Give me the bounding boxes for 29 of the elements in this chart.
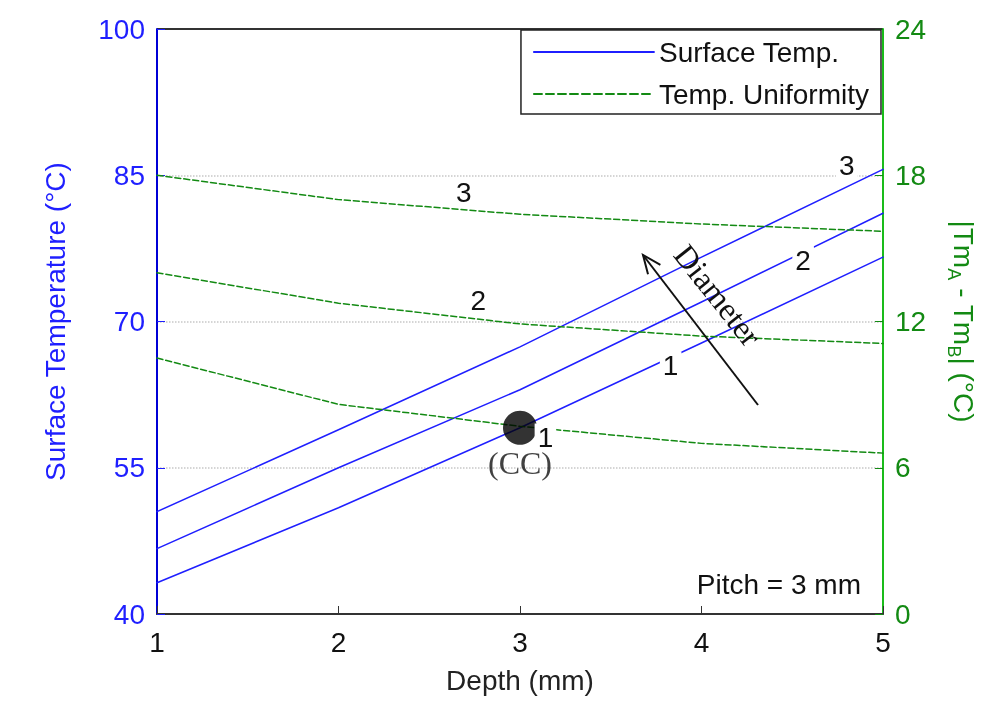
y-tick-label: 85 (113, 159, 145, 191)
annotation: 2 (470, 284, 487, 316)
y-tick-label: 40 (113, 598, 145, 630)
legend-label: Surface Temp. (658, 36, 839, 68)
x-tick-label: 3 (512, 626, 528, 658)
x-tick-label: 1 (149, 626, 165, 658)
x-axis-title: Depth (mm) (446, 664, 594, 696)
y-axis-title: Surface Temperature (°C) (39, 162, 71, 481)
y-tick-label: 70 (113, 306, 145, 337)
y2-tick-label: 12 (895, 306, 927, 337)
annotation: 1 (662, 349, 679, 381)
legend-label: Temp. Uniformity (658, 78, 870, 110)
annotation: Pitch = 3 mm (696, 568, 861, 600)
x-tick-label: 5 (875, 626, 891, 658)
y2-tick-label: 18 (895, 159, 927, 191)
y2-tick-label: 24 (895, 13, 927, 45)
annotation: 2 (795, 244, 811, 276)
x-tick-label: 4 (693, 626, 710, 658)
annotation: 3 (838, 150, 855, 181)
y2-axis-title: |TmA - TmB| (°C) (944, 220, 979, 423)
line-series (156, 174, 884, 233)
y-tick-label: 55 (113, 452, 145, 484)
line-series (156, 212, 884, 550)
x-tick-label: 2 (330, 626, 347, 658)
y2-tick-label: 0 (895, 598, 911, 630)
annotation: 3 (455, 177, 472, 209)
line-series (156, 357, 884, 454)
y2-tick-label: 6 (895, 452, 911, 484)
y-tick-label: 100 (98, 13, 145, 45)
